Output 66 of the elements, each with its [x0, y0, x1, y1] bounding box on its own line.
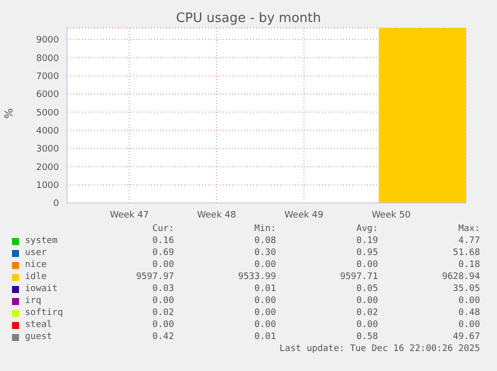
text: 0.02: [151, 307, 174, 319]
text: 0.00: [151, 319, 174, 331]
text: 0.69: [151, 247, 174, 259]
text: 0.58: [355, 331, 378, 343]
text: 0.00: [355, 319, 378, 331]
text: 0.00: [151, 259, 174, 271]
y-tick-label: 5000: [36, 108, 60, 118]
text: Min:: [253, 223, 276, 235]
text: 0.08: [253, 235, 276, 247]
text: 0.00: [253, 295, 276, 307]
text: 0.00: [151, 295, 174, 307]
x-tick-label: Week 48: [197, 210, 236, 220]
text: 0.00: [355, 259, 378, 271]
x-tick-label: Week 50: [372, 210, 411, 220]
y-tick-label: 7000: [36, 72, 60, 82]
chart-title: CPU usage - by month: [174, 11, 322, 26]
text: 9533.99: [237, 271, 276, 283]
y-tick-label: 0: [53, 199, 60, 210]
text: 0.00: [457, 319, 480, 331]
text: 4.77: [457, 235, 480, 247]
text: 9597.71: [339, 271, 378, 283]
text: 0.48: [457, 307, 480, 319]
x-tick-label: Week 47: [110, 210, 149, 220]
legend-label: nice: [25, 259, 47, 271]
text: 0.00: [253, 307, 276, 319]
y-tick-label: 3000: [36, 144, 60, 155]
legend-label: softirq: [25, 307, 63, 319]
text: 0.00: [457, 295, 480, 307]
text: Cur:: [151, 223, 174, 235]
text: 0.03: [151, 283, 174, 295]
text: 51.68: [452, 247, 480, 259]
y-tick-label: 1000: [36, 181, 60, 192]
legend-label: user: [25, 247, 47, 259]
text: 0.16: [151, 235, 174, 247]
text: Avg:: [355, 223, 378, 235]
y-tick-label: 6000: [36, 90, 60, 100]
legend-label: system: [25, 235, 58, 247]
text: 0.18: [457, 259, 480, 271]
legend-label: iowait: [25, 283, 58, 295]
text: 0.00: [253, 259, 276, 271]
text: Max:: [457, 223, 480, 235]
y-tick-label: 9000: [36, 36, 60, 46]
text: 0.00: [253, 319, 276, 331]
text: 35.05: [452, 283, 480, 295]
y-tick-label: 8000: [36, 54, 60, 64]
y-axis-title: %: [2, 108, 16, 119]
text: 0.01: [253, 331, 276, 343]
text: 0.42: [151, 331, 174, 343]
legend-label: guest: [25, 331, 52, 343]
text: Last update: Tue Dec 16 22:00:26 2025: [278, 343, 480, 355]
y-tick-label: 4000: [36, 126, 60, 137]
legend-label: irq: [25, 295, 42, 307]
text: 0.02: [355, 307, 378, 319]
text: 9597.97: [135, 271, 174, 283]
legend-label: steal: [25, 319, 52, 331]
text: 0.19: [355, 235, 378, 247]
text: 49.67: [452, 331, 480, 343]
text: 9628.94: [441, 271, 480, 283]
y-tick-label: 2000: [36, 162, 60, 173]
text: 0.01: [253, 283, 276, 295]
x-tick-label: Week 49: [284, 210, 324, 220]
text: 0.95: [355, 247, 378, 259]
legend-label: idle: [25, 271, 47, 283]
text: 0.05: [355, 283, 378, 295]
text: 0.00: [355, 295, 378, 307]
text: 0.30: [253, 247, 276, 259]
